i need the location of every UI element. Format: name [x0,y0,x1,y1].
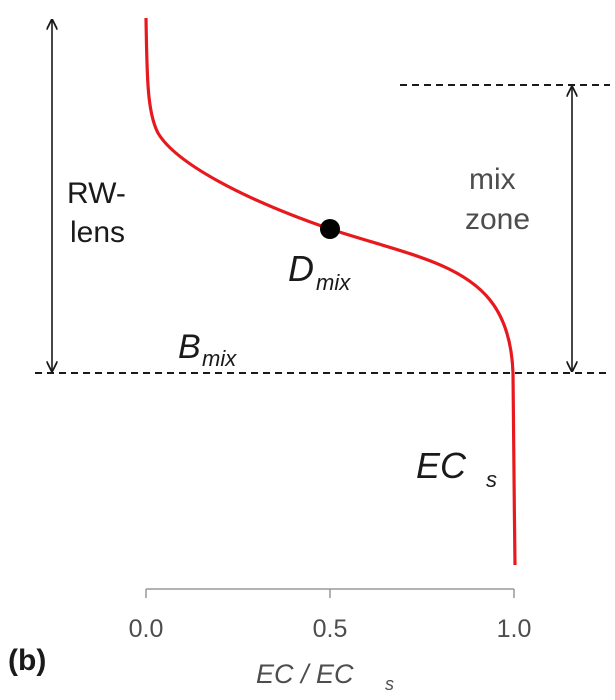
ec-s-label-sub: s [486,467,497,492]
ec-s-label: EC s [416,445,497,492]
x-axis: 0.0 0.5 1.0 EC / EC s [129,588,532,694]
rw-lens-label-line2: lens [70,216,125,249]
rw-lens-label-line1: RW- [67,177,126,210]
panel-label: (b) [8,644,46,677]
ec-curve [144,17,517,566]
mix-zone-label-line2: zone [465,203,530,236]
d-mix-label: D mix [288,248,351,295]
x-tick-label: 0.0 [129,615,164,643]
mix-zone-label-line1: mix [469,163,516,196]
x-tick-label: 0.5 [313,615,348,643]
b-mix-label: B mix [178,328,237,371]
b-mix-label-sub: mix [202,346,237,371]
x-axis-title-sub: s [385,674,394,694]
ec-s-label-main: EC [416,445,467,486]
x-axis-title-main: EC / EC [256,659,354,689]
d-mix-label-main: D [288,248,314,289]
x-axis-title: EC / EC s [256,659,394,694]
d-mix-label-sub: mix [316,270,351,295]
d-mix-point [320,219,340,239]
b-mix-label-main: B [178,328,201,366]
x-tick-label: 1.0 [497,615,532,643]
